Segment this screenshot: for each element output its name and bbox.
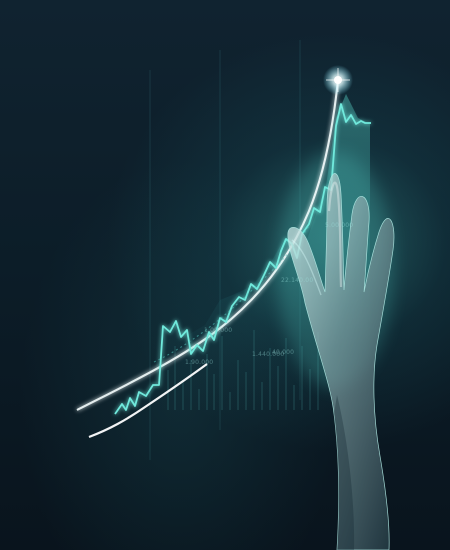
white-lower-trend-line — [88, 363, 208, 439]
white-growth-curve — [76, 79, 340, 411]
hand-shape — [287, 173, 395, 550]
glowing-peak-star — [323, 65, 353, 95]
wrist-shadow — [334, 395, 355, 550]
thumb-line — [291, 239, 322, 296]
pointing-hand — [287, 173, 395, 550]
index-finger-highlight — [327, 181, 343, 288]
